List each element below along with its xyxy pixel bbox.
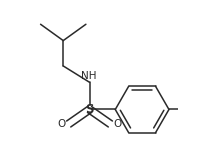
Text: O: O (114, 119, 122, 129)
Text: S: S (85, 103, 94, 116)
Text: NH: NH (81, 71, 96, 81)
Text: O: O (57, 119, 65, 129)
